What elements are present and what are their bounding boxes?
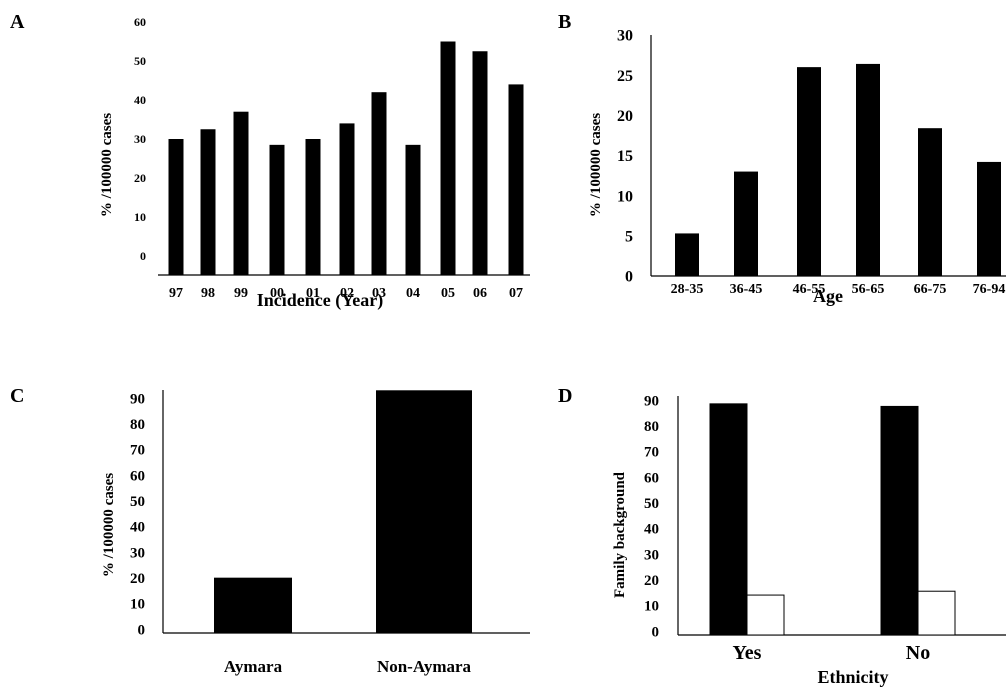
panel-b-xtick: 46-55 — [793, 282, 826, 297]
panel-d-ytick: 40 — [644, 522, 659, 538]
panel-b-xtick: 66-75 — [914, 282, 947, 297]
panel-c-ytick: 60 — [130, 468, 145, 484]
panel-a-bar — [405, 144, 421, 275]
panel-a-xtick: 01 — [306, 286, 320, 301]
panel-a-bar — [168, 139, 184, 275]
panel-c-ytick: 70 — [130, 443, 145, 459]
panel-b-ytick: 20 — [617, 108, 633, 125]
panel-a-xtick: 00 — [270, 286, 284, 301]
panel-d-bar-series2 — [746, 594, 785, 636]
panel-a-ytick: 50 — [134, 54, 146, 68]
panel-a-ytick: 60 — [134, 15, 146, 29]
panel-a-xtick: 07 — [509, 286, 523, 301]
panel-b-bar — [918, 128, 942, 276]
panel-a-xtick: 06 — [473, 286, 487, 301]
panel-c-bar — [376, 390, 472, 633]
panel-d-bar-series1 — [709, 403, 748, 636]
panel-a-xtick: 05 — [441, 286, 455, 301]
panel-a-bar — [269, 144, 285, 275]
panel-a-ytick: 40 — [134, 93, 146, 107]
panel-a-x-title: Incidence (Year) — [257, 290, 383, 311]
panel-a-chart: Incidence (Year) % /100000 cases 97 98 99 0… — [99, 15, 530, 311]
panel-d-ytick: 80 — [644, 419, 659, 435]
panel-a-ytick: 10 — [134, 210, 146, 224]
panel-d-ytick: 20 — [644, 573, 659, 589]
panel-b-bar — [797, 67, 821, 276]
panel-a-xtick: 98 — [201, 286, 215, 301]
panel-d-chart: Ethnicity Family background Yes No 0 10 20 30… — [612, 393, 1006, 687]
panel-a-bar — [233, 111, 249, 275]
panel-b-y-title: % /100000 cases — [588, 113, 604, 217]
panel-b-ytick: 5 — [625, 228, 633, 245]
panel-b-bar — [977, 161, 1001, 276]
panel-b-ytick: 25 — [617, 68, 633, 85]
panel-label-b: B — [558, 11, 571, 33]
panel-c-ytick: 50 — [130, 494, 145, 510]
panel-d-bar-series2 — [917, 590, 956, 636]
panel-c-ytick: 30 — [130, 545, 145, 561]
panel-a-xtick: 03 — [372, 286, 386, 301]
panel-d-y-title: Family background — [612, 471, 628, 598]
panel-a-bar — [371, 92, 387, 275]
panel-c-ytick: 80 — [130, 417, 145, 433]
panel-a-bar — [440, 41, 456, 275]
panel-d-ytick: 0 — [652, 624, 660, 640]
panel-c-chart: % /100000 cases Aymara Non-Aymara 0 10 20 30 4… — [101, 390, 530, 676]
panel-a-xtick: 02 — [340, 286, 354, 301]
panel-d-ytick: 90 — [644, 393, 659, 409]
panel-b-ytick: 0 — [625, 269, 633, 286]
panel-d-ytick: 10 — [644, 599, 659, 615]
panel-c-y-title: % /100000 cases — [101, 473, 117, 577]
panel-a-bar — [339, 123, 355, 276]
panel-c-ytick: 0 — [138, 622, 146, 638]
panel-a-xtick: 04 — [406, 286, 420, 301]
panel-a-y-title: % /100000 cases — [99, 113, 115, 217]
panel-b-ytick: 10 — [617, 188, 633, 205]
panel-b-ytick: 15 — [617, 148, 633, 165]
panel-d-ytick: 30 — [644, 547, 659, 563]
panel-b-bar — [734, 171, 758, 276]
panel-a-ytick: 30 — [134, 132, 146, 146]
panel-d-x-title: Ethnicity — [817, 667, 888, 687]
panel-a-xtick: 97 — [169, 286, 183, 301]
panel-c-ytick: 20 — [130, 571, 145, 587]
panel-d-ytick: 50 — [644, 496, 659, 512]
panel-b-xtick: 36-45 — [730, 282, 763, 297]
panel-d-bar-series1 — [880, 405, 919, 636]
panel-c-bar — [214, 577, 292, 633]
panel-label-c: C — [10, 385, 24, 407]
panel-b-chart: Age % /100000 cases 28-35 36-45 46-55 56-65… — [588, 28, 1006, 306]
panel-a-bar — [200, 129, 216, 275]
panel-a-xtick: 99 — [234, 286, 248, 301]
panel-a-ytick: 0 — [140, 249, 146, 263]
panel-b-bar — [675, 233, 699, 276]
panel-a-bar — [472, 51, 488, 275]
panel-a-ytick: 20 — [134, 171, 146, 185]
panel-label-a: A — [10, 11, 25, 33]
panel-b-xtick: 76-94 — [973, 282, 1006, 297]
panel-b-xtick: 56-65 — [852, 282, 885, 297]
panel-c-ytick: 10 — [130, 597, 145, 613]
panel-c-xtick: Non-Aymara — [377, 657, 472, 676]
panel-c-xtick: Aymara — [224, 657, 283, 676]
panel-c-ytick: 90 — [130, 391, 145, 407]
panel-d-ytick: 60 — [644, 470, 659, 486]
panel-a-bar — [508, 84, 524, 276]
panel-b-bar — [856, 63, 880, 276]
panel-b-xtick: 28-35 — [671, 282, 704, 297]
panel-label-d: D — [558, 385, 572, 407]
panel-d-ytick: 70 — [644, 445, 659, 461]
panel-c-ytick: 40 — [130, 520, 145, 536]
panel-b-x-title: Age — [813, 286, 843, 306]
panel-a-bar — [305, 139, 321, 275]
panel-d-xtick: No — [906, 642, 930, 664]
panel-b-ytick: 30 — [617, 28, 633, 45]
panel-d-xtick: Yes — [733, 642, 762, 664]
